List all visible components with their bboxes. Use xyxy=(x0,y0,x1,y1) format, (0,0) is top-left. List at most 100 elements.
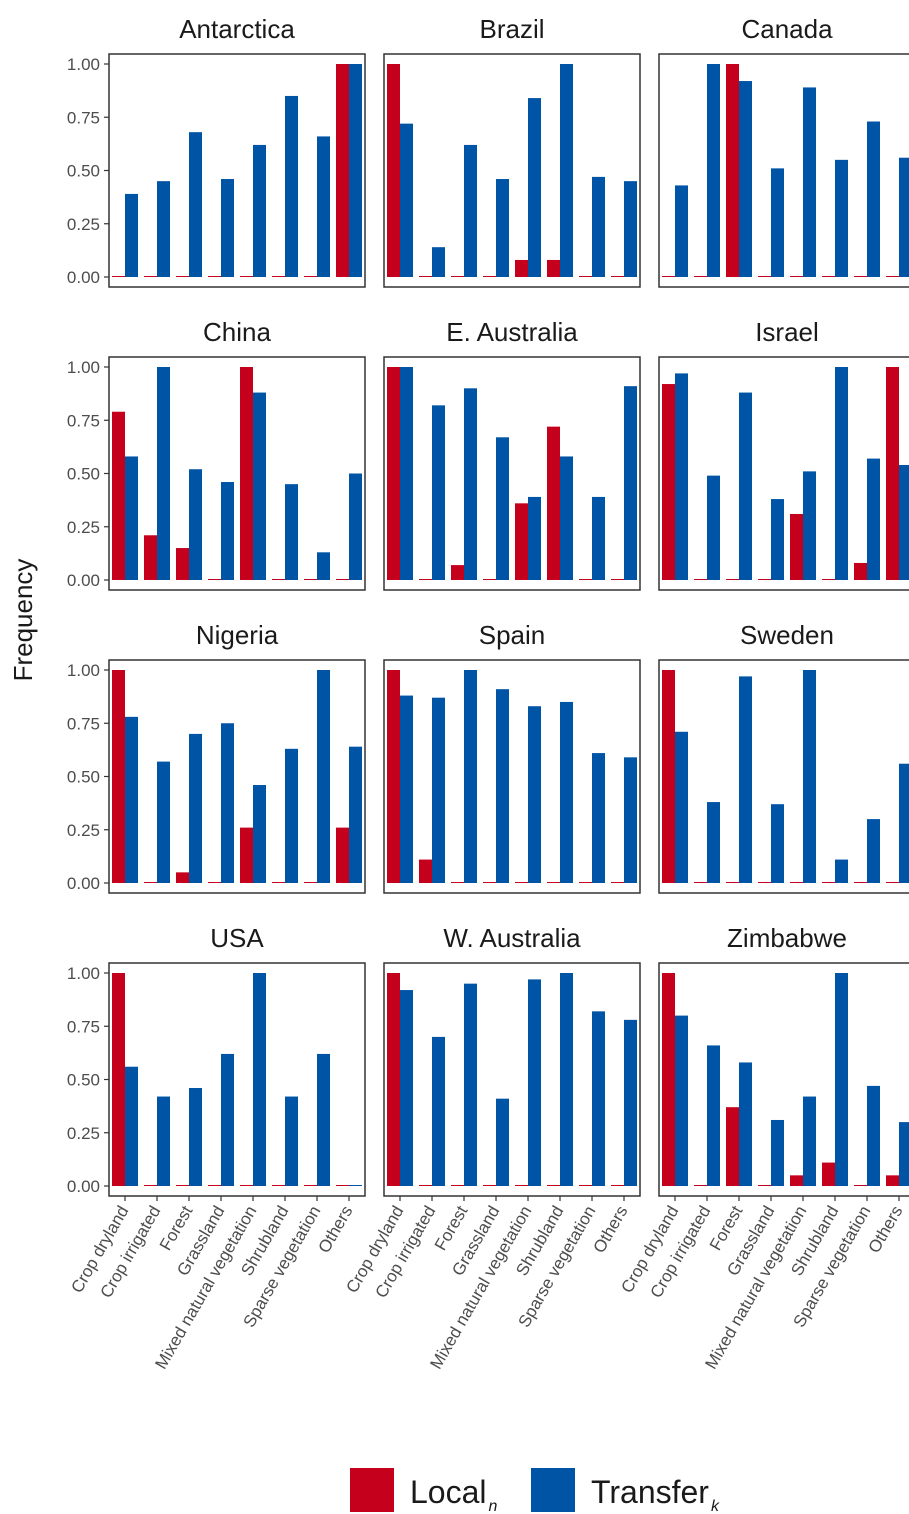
bar-transfer xyxy=(464,670,477,883)
bar-local xyxy=(547,1185,560,1186)
legend-subscript-n: n xyxy=(489,1498,498,1514)
bar-local xyxy=(272,1185,285,1186)
bar-transfer xyxy=(432,247,445,277)
bar-transfer xyxy=(317,670,330,883)
bar-transfer xyxy=(349,473,362,580)
bar-local xyxy=(483,882,496,883)
bar-transfer xyxy=(317,136,330,277)
bar-local xyxy=(240,367,253,580)
bar-transfer xyxy=(496,689,509,883)
bar-transfer xyxy=(528,98,541,277)
y-tick-label: 1.00 xyxy=(67,661,100,680)
bar-transfer xyxy=(432,1036,445,1186)
bar-transfer xyxy=(496,437,509,580)
bar-transfer xyxy=(253,785,266,883)
y-tick-label: 0.00 xyxy=(67,874,100,893)
bar-local xyxy=(483,579,496,580)
bar-local xyxy=(208,1185,221,1186)
bar-local xyxy=(272,579,285,580)
bar-local xyxy=(886,882,899,883)
bar-local xyxy=(758,579,771,580)
bar-local xyxy=(144,535,157,580)
bar-transfer xyxy=(867,819,880,883)
bar-local xyxy=(822,1162,835,1186)
bar-local xyxy=(515,503,528,580)
panel-title: E. Australia xyxy=(446,317,578,347)
bar-local xyxy=(854,276,867,277)
bar-local xyxy=(336,1185,349,1186)
bar-local xyxy=(611,579,624,580)
bar-transfer xyxy=(400,123,413,277)
bar-transfer xyxy=(771,168,784,277)
bar-local xyxy=(726,64,739,277)
y-tick-label: 0.25 xyxy=(67,215,100,234)
bar-local xyxy=(336,64,349,277)
bar-transfer xyxy=(221,179,234,277)
legend-key-transfer xyxy=(531,1468,575,1512)
panel-border xyxy=(383,356,641,591)
bar-transfer xyxy=(189,469,202,580)
panel-antarctica: Antarctica 0.00 0.25 0.50 0.75 1.00 xyxy=(67,14,366,288)
panel-title: Nigeria xyxy=(196,620,279,650)
bar-transfer xyxy=(189,1088,202,1186)
bar-local xyxy=(662,384,675,580)
bar-local xyxy=(419,579,432,580)
bar-transfer xyxy=(285,748,298,883)
bar-transfer xyxy=(157,761,170,883)
y-tick-label: 0.75 xyxy=(67,1017,100,1036)
bar-local xyxy=(176,1185,189,1186)
legend-label-transfer: Transfer xyxy=(591,1474,709,1510)
bar-transfer xyxy=(125,716,138,883)
bar-transfer xyxy=(528,979,541,1186)
y-tick-label: 0.25 xyxy=(67,821,100,840)
bar-transfer xyxy=(675,373,688,580)
bar-transfer xyxy=(592,753,605,883)
bar-transfer xyxy=(739,392,752,580)
panel-sweden: Sweden xyxy=(658,620,909,894)
y-tick-label: 1.00 xyxy=(67,964,100,983)
bar-local xyxy=(662,670,675,883)
bar-local xyxy=(758,882,771,883)
bar-local xyxy=(611,276,624,277)
bar-transfer xyxy=(592,496,605,580)
bar-local xyxy=(387,367,400,580)
bar-local xyxy=(822,882,835,883)
bar-local xyxy=(451,565,464,580)
bar-local xyxy=(387,64,400,277)
panel-border xyxy=(383,53,641,288)
y-tick-label: 0.75 xyxy=(67,714,100,733)
y-tick-label: 1.00 xyxy=(67,55,100,74)
bar-transfer xyxy=(739,1062,752,1186)
bar-local xyxy=(144,1185,157,1186)
panel-nigeria: Nigeria 0.00 0.25 0.50 0.75 1.00 xyxy=(67,620,366,894)
bar-transfer xyxy=(464,144,477,277)
bar-transfer xyxy=(560,64,573,277)
bar-local xyxy=(758,1185,771,1186)
bar-transfer xyxy=(285,1096,298,1186)
bar-local xyxy=(144,882,157,883)
panel-israel: Israel xyxy=(658,317,909,591)
bar-local xyxy=(790,1175,803,1186)
bar-local xyxy=(336,579,349,580)
bar-transfer xyxy=(157,181,170,277)
bar-local xyxy=(547,426,560,580)
bar-transfer xyxy=(771,1119,784,1186)
bar-local xyxy=(611,882,624,883)
bar-local xyxy=(419,859,432,883)
bar-transfer xyxy=(707,1045,720,1186)
bar-local xyxy=(336,827,349,883)
bar-local xyxy=(272,276,285,277)
facet-panels: Antarctica 0.00 0.25 0.50 0.75 1.00 Brazil Cana… xyxy=(67,14,909,1372)
bar-local xyxy=(419,276,432,277)
bar-transfer xyxy=(189,733,202,883)
panel-canada: Canada xyxy=(658,14,909,288)
bar-transfer xyxy=(317,552,330,580)
bar-local xyxy=(694,882,707,883)
panel-china: China 0.00 0.25 0.50 0.75 1.00 xyxy=(67,317,366,591)
legend: Local n Transfer k xyxy=(350,1468,720,1514)
bar-local xyxy=(515,1185,528,1186)
bar-transfer xyxy=(803,87,816,278)
bar-transfer xyxy=(221,723,234,883)
bar-local xyxy=(854,1185,867,1186)
bar-transfer xyxy=(189,132,202,277)
